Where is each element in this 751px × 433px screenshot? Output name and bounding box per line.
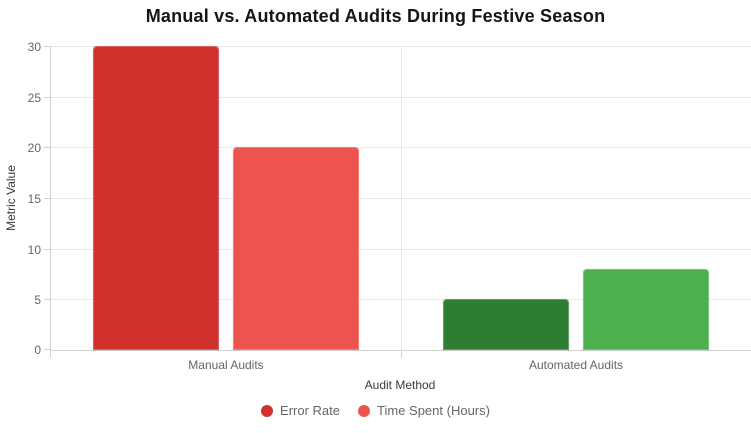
- y-axis-tick-label: 30: [27, 40, 41, 54]
- y-axis-tick-label: 0: [34, 343, 41, 357]
- y-axis-title: Metric Value: [4, 165, 18, 231]
- y-axis-tick: [44, 147, 50, 148]
- plot-area: 0 5 10 15 20 25 30 Manual Audits Automated Audit…: [28, 41, 751, 372]
- y-axis-tick: [44, 299, 50, 300]
- x-tick-label-automated-audits: Automated Audits: [528, 358, 624, 372]
- legend-item-time-spent-hours[interactable]: Time Spent (Hours): [358, 403, 490, 418]
- legend-label-error-rate: Error Rate: [280, 403, 341, 418]
- y-axis-tick-label: 25: [27, 91, 41, 105]
- legend: Error Rate Time Spent (Hours): [0, 403, 751, 418]
- legend-label-time-spent-hours: Time Spent (Hours): [377, 403, 490, 418]
- y-axis-tick-label: 10: [27, 243, 41, 257]
- x-axis-tick: [401, 350, 402, 358]
- bar-automated-audits-error-rate: [443, 299, 569, 350]
- x-tick-label-manual-audits: Manual Audits: [188, 358, 264, 372]
- bar-automated-audits-time-spent-hours: [583, 269, 709, 350]
- y-axis-tick-label: 15: [27, 192, 41, 206]
- x-axis-tick: [50, 350, 51, 358]
- y-axis-tick: [44, 198, 50, 199]
- y-axis-tick: [44, 46, 50, 47]
- legend-item-error-rate[interactable]: Error Rate: [261, 403, 340, 418]
- bar-manual-audits-time-spent-hours: [233, 147, 359, 350]
- y-axis-tick: [44, 97, 50, 98]
- y-axis-tick-label: 5: [34, 293, 41, 307]
- x-axis-title: Audit Method: [364, 378, 436, 392]
- gridline-category-boundary: [401, 46, 402, 350]
- legend-swatch-error-rate: [261, 404, 274, 417]
- y-axis-tick-label: 20: [27, 141, 41, 155]
- y-axis-tick: [44, 349, 50, 350]
- y-axis-tick: [44, 249, 50, 250]
- legend-swatch-time-spent-hours: [358, 404, 371, 417]
- chart-title: Manual vs. Automated Audits During Festi…: [145, 6, 606, 26]
- bar-manual-audits-error-rate: [93, 46, 219, 350]
